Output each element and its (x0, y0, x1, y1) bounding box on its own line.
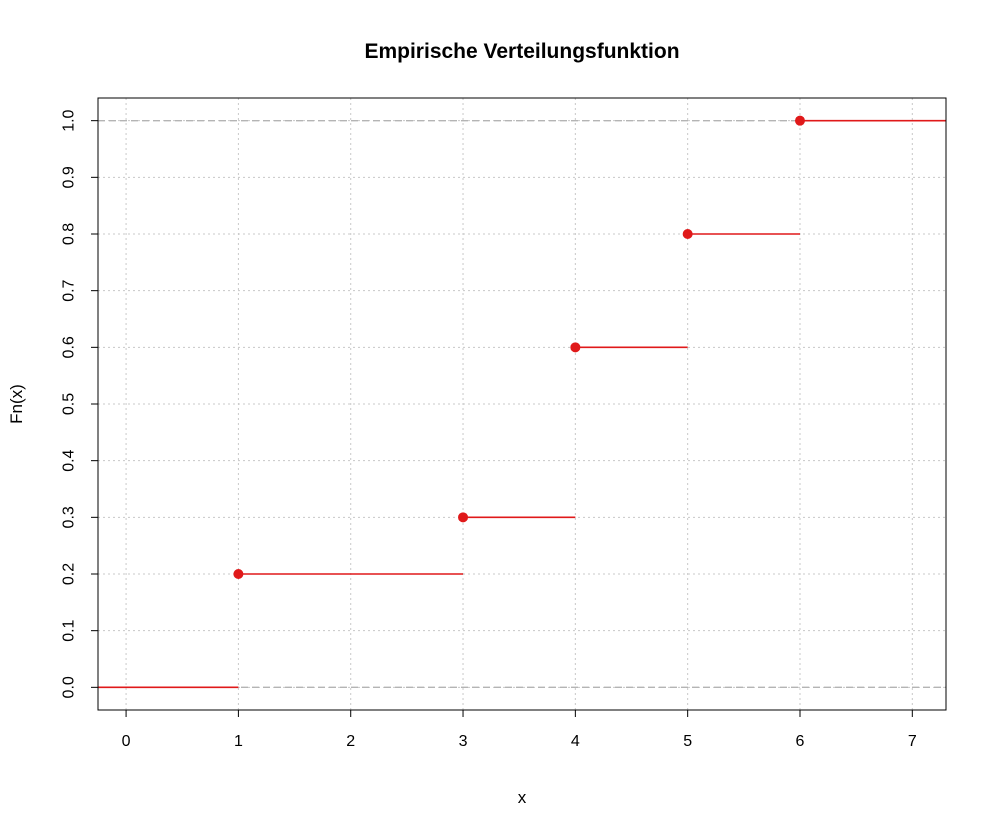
x-axis-label: x (518, 788, 527, 807)
step-points (233, 115, 805, 579)
step-point (682, 229, 693, 239)
y-tick-label: 0.6 (61, 336, 78, 358)
x-tick-label: 0 (122, 733, 131, 750)
y-tick-label: 1.0 (61, 109, 78, 131)
chart-title: Empirische Verteilungsfunktion (364, 40, 679, 63)
y-tick-label: 0.4 (61, 449, 78, 471)
x-tick-label: 7 (908, 733, 917, 750)
y-axis: 0.0 0.1 0.2 0.3 0.4 0.5 0.6 0.7 0.8 0.9 1.0 (61, 109, 98, 698)
y-tick-label: 0.9 (61, 166, 78, 188)
x-tick-label: 1 (234, 733, 243, 750)
y-tick-label: 0.1 (61, 619, 78, 641)
grid (98, 98, 946, 710)
x-tick-label: 6 (796, 733, 805, 750)
step-point (794, 115, 805, 126)
x-tick-label: 3 (459, 733, 468, 750)
step-point (458, 512, 469, 523)
step-point (570, 342, 581, 353)
x-axis: 0 1 2 3 4 5 6 7 (122, 710, 917, 750)
y-tick-label: 0.3 (61, 506, 78, 528)
step-series (98, 119, 946, 689)
y-tick-label: 0.8 (61, 223, 78, 245)
y-tick-label: 0.0 (61, 676, 78, 698)
y-tick-label: 0.5 (61, 393, 78, 415)
x-tick-label: 5 (683, 733, 692, 750)
x-tick-label: 2 (346, 733, 355, 750)
y-tick-label: 0.7 (61, 279, 78, 301)
y-axis-label: Fn(x) (7, 384, 26, 424)
x-tick-label: 4 (571, 733, 580, 750)
step-point (233, 569, 244, 579)
y-tick-label: 0.2 (61, 563, 78, 585)
